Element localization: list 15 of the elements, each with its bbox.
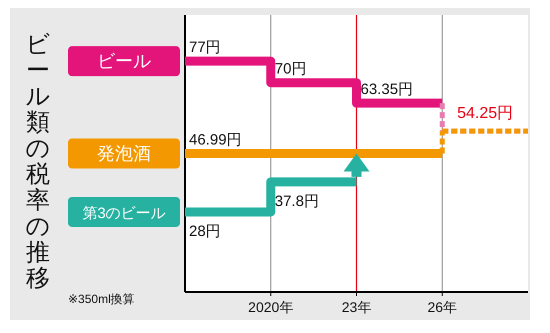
data-label: 70円 <box>274 60 306 78</box>
data-label: 54.25円 <box>457 105 514 122</box>
data-label: 63.35円 <box>360 81 414 98</box>
data-label: 37.8円 <box>274 192 319 210</box>
chart-title: ビール類の税率の推移 <box>26 31 50 292</box>
text: ※350ml換算 <box>68 292 135 306</box>
data-label: 77円 <box>189 39 221 56</box>
x-tick-label: 26年 <box>427 299 458 315</box>
series-label: 発泡酒 <box>97 144 151 164</box>
x-tick-label: 23年 <box>342 299 372 315</box>
x-tick-label: 2020年 <box>248 299 294 315</box>
data-label: 46.99円 <box>189 132 242 149</box>
data-label: 28円 <box>189 222 221 240</box>
series-label: ビール <box>97 51 151 72</box>
series-label: 第3のビール <box>82 204 166 222</box>
